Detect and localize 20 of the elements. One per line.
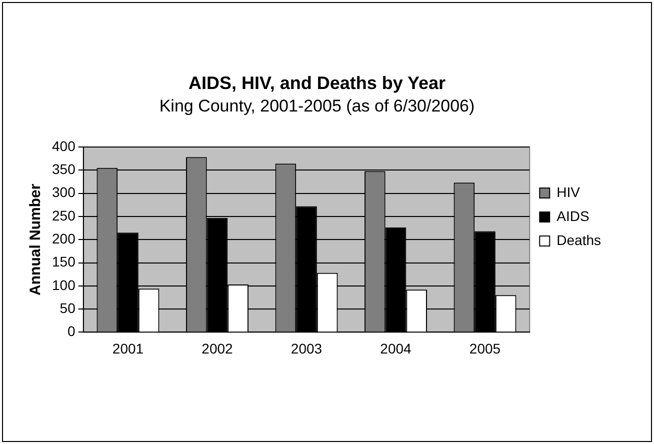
- y-tick-label: 300: [52, 184, 76, 200]
- y-tick-label: 100: [52, 276, 76, 293]
- legend-label: HIV: [556, 184, 581, 200]
- y-tick-label: 250: [52, 207, 76, 224]
- y-tick-label: 200: [52, 230, 76, 246]
- y-tick-label: 0: [68, 323, 76, 340]
- y-tick-label: 350: [52, 161, 76, 178]
- y-tick-label: 150: [52, 254, 76, 270]
- x-tick-label: 2005: [469, 340, 501, 356]
- legend-label: AIDS: [556, 208, 590, 224]
- x-tick-label: 2004: [380, 340, 412, 356]
- legend-label: Deaths: [556, 232, 601, 248]
- x-tick-label: 2002: [202, 340, 234, 356]
- y-tick-label: 50: [60, 300, 76, 316]
- y-tick-label: 400: [52, 138, 76, 154]
- x-tick-label: 2001: [112, 340, 144, 356]
- y-axis-title: Annual Number: [27, 184, 44, 296]
- chart-subtitle: King County, 2001-2005 (as of 6/30/2006): [159, 96, 475, 116]
- x-tick-label: 2003: [290, 340, 322, 356]
- chart-title: AIDS, HIV, and Deaths by Year: [188, 72, 446, 93]
